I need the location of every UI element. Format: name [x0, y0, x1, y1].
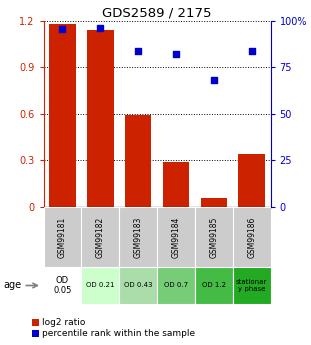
- Point: [174, 51, 179, 57]
- Text: age: age: [3, 280, 21, 290]
- Bar: [119, 207, 157, 267]
- Text: GSM99181: GSM99181: [58, 217, 67, 258]
- Text: stationar
y phase: stationar y phase: [236, 279, 267, 292]
- Bar: [163, 162, 189, 207]
- Text: GSM99186: GSM99186: [247, 217, 256, 258]
- Bar: [125, 116, 151, 207]
- Bar: [157, 267, 195, 304]
- Text: OD
0.05: OD 0.05: [53, 276, 72, 295]
- Text: log2 ratio: log2 ratio: [42, 318, 86, 327]
- Text: OD 1.2: OD 1.2: [202, 283, 226, 288]
- Text: OD 0.7: OD 0.7: [164, 283, 188, 288]
- Bar: [201, 198, 227, 207]
- Bar: [87, 30, 114, 207]
- Bar: [157, 207, 195, 267]
- Bar: [195, 207, 233, 267]
- Bar: [233, 267, 271, 304]
- Bar: [195, 267, 233, 304]
- Text: percentile rank within the sample: percentile rank within the sample: [42, 329, 195, 338]
- Bar: [233, 207, 271, 267]
- Point: [60, 26, 65, 32]
- Text: GSM99184: GSM99184: [171, 217, 180, 258]
- Point: [136, 49, 141, 54]
- Text: GSM99182: GSM99182: [96, 217, 105, 258]
- Bar: [44, 207, 81, 267]
- Bar: [32, 330, 39, 337]
- Text: GSM99183: GSM99183: [134, 217, 143, 258]
- Point: [98, 26, 103, 31]
- Bar: [44, 267, 81, 304]
- Text: GSM99185: GSM99185: [209, 217, 218, 258]
- Text: OD 0.21: OD 0.21: [86, 283, 114, 288]
- Bar: [119, 267, 157, 304]
- Text: OD 0.43: OD 0.43: [124, 283, 152, 288]
- Bar: [81, 207, 119, 267]
- Bar: [32, 319, 39, 326]
- Bar: [49, 24, 76, 207]
- Bar: [81, 267, 119, 304]
- Point: [211, 78, 216, 83]
- Title: GDS2589 / 2175: GDS2589 / 2175: [102, 7, 212, 20]
- Point: [249, 48, 254, 53]
- Bar: [239, 154, 265, 207]
